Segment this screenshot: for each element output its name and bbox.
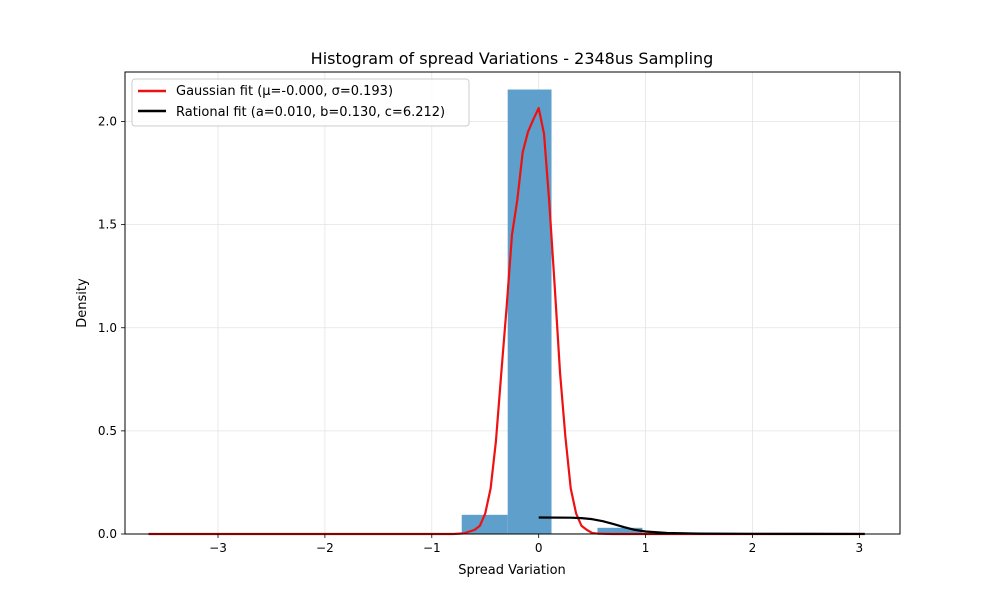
x-tick-label: −2 bbox=[316, 541, 334, 555]
legend: Gaussian fit (μ=-0.000, σ=0.193) Rationa… bbox=[131, 78, 470, 127]
x-axis-ticks: −3 −2 −1 0 1 2 3 bbox=[209, 534, 863, 555]
y-tick-label: 0.5 bbox=[98, 424, 117, 438]
y-axis-label: Density bbox=[75, 278, 90, 328]
y-tick-label: 1.5 bbox=[98, 218, 117, 232]
chart-title: Histogram of spread Variations - 2348us … bbox=[311, 49, 714, 68]
fit-lines bbox=[148, 106, 865, 536]
x-tick-label: 2 bbox=[749, 541, 757, 555]
plot-frame bbox=[124, 71, 901, 535]
y-tick-label: 0.0 bbox=[98, 527, 117, 541]
legend-label-gaussian: Gaussian fit (μ=-0.000, σ=0.193) bbox=[176, 84, 393, 99]
x-tick-label: 0 bbox=[535, 541, 543, 555]
x-tick-label: 1 bbox=[642, 541, 650, 555]
x-tick-label: 3 bbox=[856, 541, 864, 555]
legend-box bbox=[131, 78, 470, 127]
y-tick-label: 2.0 bbox=[98, 115, 117, 129]
gaussian-fit-line bbox=[148, 106, 865, 536]
x-axis-label: Spread Variation bbox=[458, 563, 566, 578]
y-axis-ticks: 0.0 0.5 1.0 1.5 2.0 bbox=[98, 115, 125, 541]
legend-label-rational: Rational fit (a=0.010, b=0.130, c=6.212) bbox=[176, 105, 445, 120]
x-tick-label: −3 bbox=[209, 541, 227, 555]
y-tick-label: 1.0 bbox=[98, 321, 117, 335]
histogram-bar bbox=[597, 527, 643, 534]
x-tick-label: −1 bbox=[423, 541, 441, 555]
histogram-bar bbox=[507, 89, 552, 534]
